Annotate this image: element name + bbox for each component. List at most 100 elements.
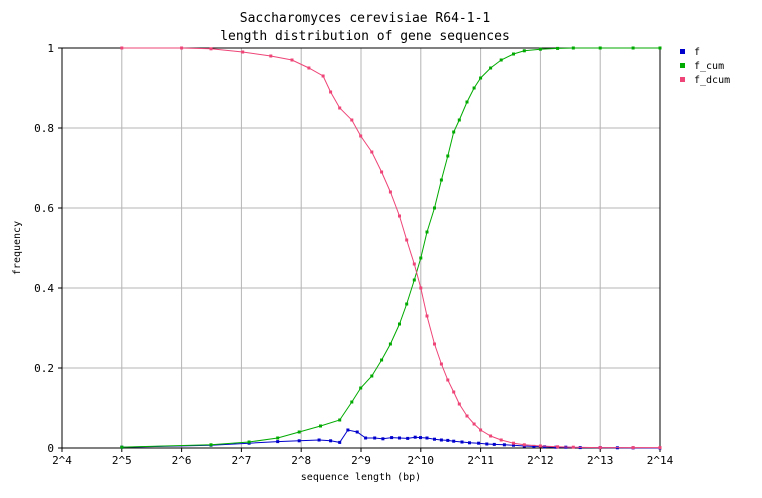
data-point-f-cum	[388, 342, 392, 346]
data-point-f-dcum	[479, 428, 483, 432]
data-point-f-cum	[380, 358, 384, 362]
data-point-f-cum	[556, 46, 560, 50]
data-point-f-dcum	[538, 444, 542, 448]
x-tick-label: 2^9	[351, 454, 371, 467]
data-point-f	[433, 437, 436, 441]
data-point-f-dcum	[465, 414, 469, 418]
data-point-f-cum	[405, 302, 409, 306]
data-point-f	[468, 441, 471, 445]
data-point-f-cum	[457, 118, 461, 122]
data-point-f-dcum	[556, 445, 560, 449]
data-point-f-cum	[538, 47, 542, 51]
data-point-f-dcum	[412, 262, 416, 266]
data-point-f	[346, 428, 350, 432]
y-tick-label: 0.6	[34, 202, 54, 215]
data-point-f-cum	[512, 52, 515, 56]
y-axis-ticks: 0 0.2 0.4 0.6 0.8 1	[34, 42, 62, 455]
legend-label-f: f	[694, 47, 700, 58]
data-point-f	[390, 436, 394, 440]
data-point-f-dcum	[120, 46, 124, 50]
data-point-f-dcum	[350, 118, 354, 122]
data-point-f	[398, 436, 401, 440]
data-point-f	[485, 442, 489, 446]
data-point-f	[532, 444, 536, 448]
data-point-f-cum	[452, 130, 456, 134]
data-point-f-dcum	[269, 54, 273, 58]
data-point-f	[512, 443, 515, 447]
data-point-f-cum	[370, 374, 374, 378]
data-point-f-cum	[571, 46, 575, 50]
data-point-f-dcum	[180, 46, 184, 50]
data-point-f-dcum	[321, 74, 325, 78]
x-tick-label: 2^4	[52, 454, 72, 467]
data-point-f-dcum	[658, 446, 662, 450]
data-point-f	[492, 442, 496, 446]
data-point-f	[373, 436, 377, 440]
legend: f f_cum f_dcum	[680, 47, 730, 86]
series-f-cum	[120, 46, 662, 449]
chart-title-line-2: length distribution of gene sequences	[220, 29, 510, 44]
data-point-f-dcum	[359, 134, 363, 138]
data-point-f-cum	[658, 46, 662, 50]
data-point-f-dcum	[446, 378, 450, 382]
data-point-f	[329, 439, 333, 443]
data-point-f	[477, 441, 481, 445]
data-point-f-dcum	[631, 446, 635, 450]
data-point-f-cum	[412, 278, 416, 282]
data-point-f	[355, 430, 359, 434]
data-point-f-dcum	[398, 214, 401, 218]
x-axis-label: sequence length (bp)	[301, 472, 421, 483]
x-axis-ticks: 2^4 2^5 2^6 2^7 2^8 2^9 2^10 2^11 2^12 2^13 2^14	[52, 448, 674, 467]
data-point-f-dcum	[307, 66, 311, 70]
data-point-f-cum	[359, 386, 363, 390]
series-group	[120, 46, 662, 450]
data-point-f-cum	[433, 206, 436, 210]
y-tick-label: 0.2	[34, 362, 54, 375]
data-point-f-cum	[398, 322, 401, 326]
data-point-f-cum	[472, 86, 476, 90]
data-point-f-cum	[446, 154, 450, 158]
data-point-f	[381, 437, 385, 441]
x-tick-label: 2^10	[408, 454, 435, 467]
data-point-f-dcum	[209, 47, 213, 51]
data-point-f	[502, 443, 506, 447]
data-point-f-dcum	[439, 362, 443, 366]
data-point-f	[297, 439, 301, 443]
data-point-f-cum	[631, 46, 635, 50]
data-point-f	[452, 439, 456, 443]
data-point-f-dcum	[370, 150, 374, 154]
data-point-f	[460, 440, 464, 444]
x-tick-label: 2^6	[172, 454, 192, 467]
data-point-f	[338, 440, 342, 444]
series-line-f-dcum	[121, 47, 660, 449]
data-point-f-dcum	[571, 445, 575, 449]
data-point-f-cum	[465, 100, 469, 104]
x-tick-label: 2^12	[527, 454, 554, 467]
legend-label-f-cum: f_cum	[694, 61, 724, 72]
data-point-f-cum	[419, 256, 423, 260]
data-point-f-dcum	[405, 238, 409, 242]
data-point-f-dcum	[489, 434, 493, 438]
legend-marker-f-cum	[680, 63, 685, 68]
series-line-f	[121, 429, 661, 449]
data-point-f-dcum	[290, 58, 294, 62]
data-point-f	[543, 445, 547, 449]
x-tick-label: 2^11	[467, 454, 494, 467]
data-point-f	[413, 435, 417, 439]
data-point-f-cum	[489, 66, 493, 70]
data-point-f	[446, 438, 450, 442]
x-tick-label: 2^5	[112, 454, 132, 467]
data-point-f-cum	[439, 178, 443, 182]
data-point-f-dcum	[522, 443, 526, 447]
data-point-f-cum	[350, 400, 354, 404]
data-point-f-cum	[598, 46, 602, 50]
data-point-f-dcum	[425, 314, 429, 318]
data-point-f-dcum	[388, 190, 392, 194]
data-point-f-dcum	[499, 438, 503, 442]
y-tick-label: 1	[47, 42, 54, 55]
data-point-f-cum	[479, 76, 483, 80]
data-point-f-cum	[297, 430, 301, 434]
data-point-f-cum	[522, 49, 526, 53]
data-point-f	[425, 436, 429, 440]
